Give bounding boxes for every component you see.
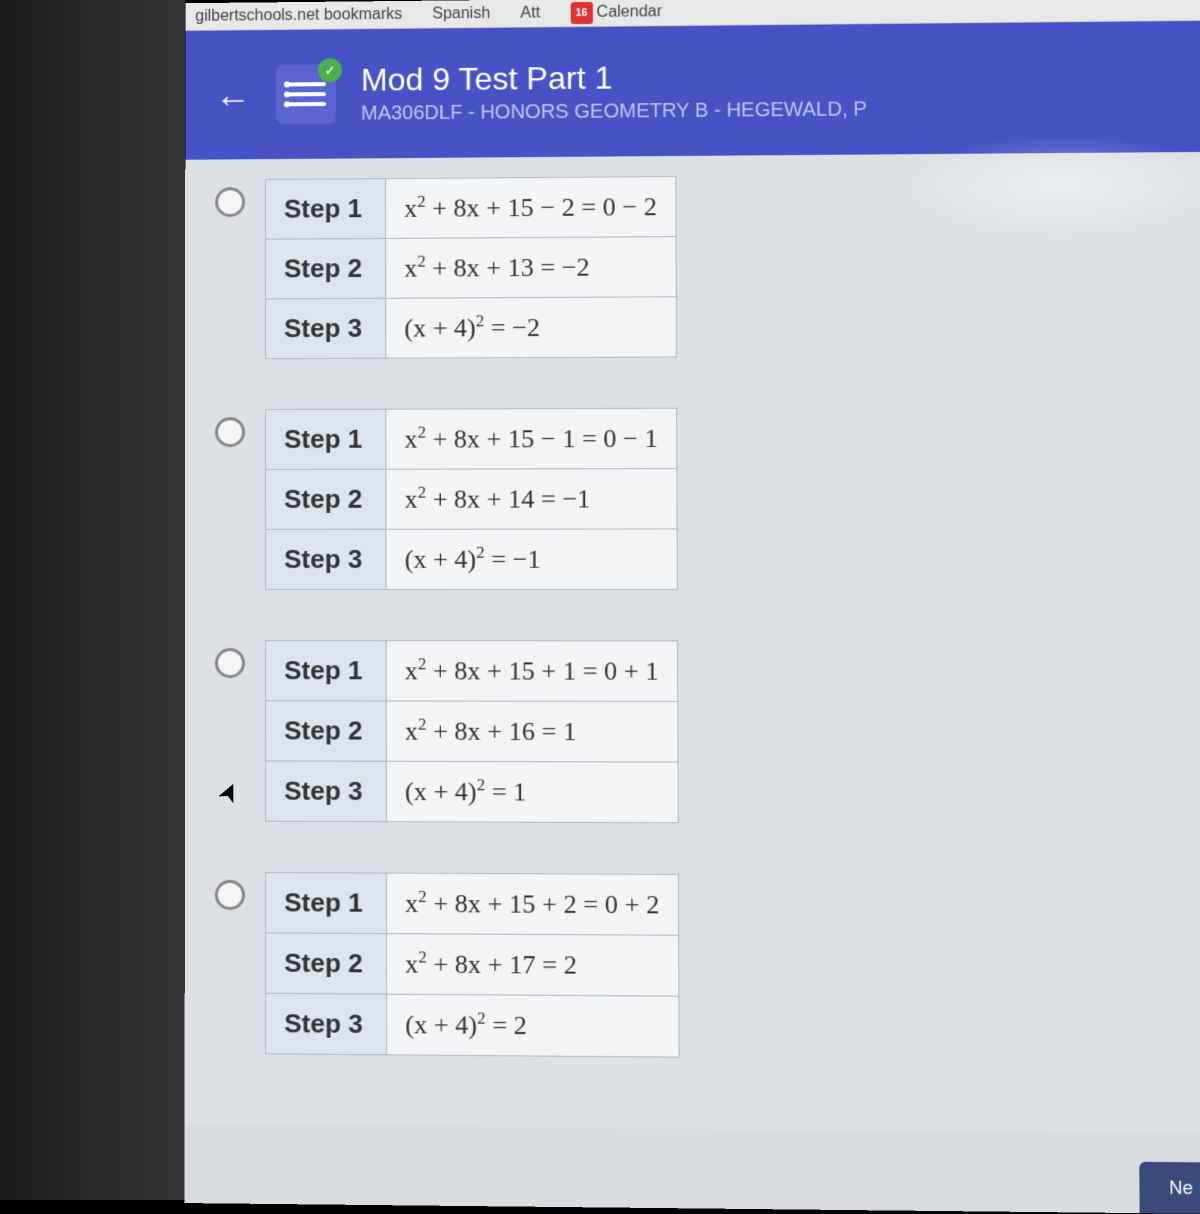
step-label: Step 3 bbox=[266, 993, 387, 1054]
monitor-bezel bbox=[0, 0, 185, 1200]
table-row: Step 1x2 + 8x + 15 − 1 = 0 − 1 bbox=[266, 408, 677, 469]
step-equation: x2 + 8x + 15 − 2 = 0 − 2 bbox=[386, 177, 676, 239]
radio-button[interactable] bbox=[215, 648, 245, 678]
calendar-date-icon: 16 bbox=[570, 1, 592, 23]
table-row: Step 3(x + 4)2 = −2 bbox=[266, 297, 677, 359]
answer-option[interactable]: Step 1x2 + 8x + 15 − 1 = 0 − 1Step 2x2 +… bbox=[215, 406, 1187, 590]
step-equation: (x + 4)2 = 2 bbox=[387, 994, 679, 1057]
question-options: Step 1x2 + 8x + 15 − 2 = 0 − 2Step 2x2 +… bbox=[185, 152, 1200, 1134]
table-row: Step 1x2 + 8x + 15 + 1 = 0 + 1 bbox=[266, 641, 678, 702]
table-row: Step 1x2 + 8x + 15 − 2 = 0 − 2 bbox=[266, 177, 676, 240]
page-header: ← Mod 9 Test Part 1 MA306DLF - HONORS GE… bbox=[185, 21, 1200, 160]
step-equation: x2 + 8x + 13 = −2 bbox=[386, 237, 676, 299]
table-row: Step 3(x + 4)2 = −1 bbox=[266, 529, 678, 590]
step-equation: x2 + 8x + 17 = 2 bbox=[386, 934, 678, 997]
steps-table: Step 1x2 + 8x + 15 − 1 = 0 − 1Step 2x2 +… bbox=[265, 408, 678, 590]
screen: gilbertschools.net bookmarks Spanish Att… bbox=[185, 0, 1200, 1214]
table-row: Step 1x2 + 8x + 15 + 2 = 0 + 2 bbox=[266, 872, 679, 935]
header-text: Mod 9 Test Part 1 MA306DLF - HONORS GEOM… bbox=[361, 57, 867, 125]
answer-option[interactable]: Step 1x2 + 8x + 15 + 2 = 0 + 2Step 2x2 +… bbox=[215, 872, 1191, 1062]
answer-option[interactable]: Step 1x2 + 8x + 15 + 1 = 0 + 1Step 2x2 +… bbox=[215, 640, 1189, 825]
calendar-link[interactable]: 16 Calendar bbox=[570, 1, 662, 24]
table-row: Step 3(x + 4)2 = 1 bbox=[266, 761, 678, 823]
step-equation: x2 + 8x + 15 − 1 = 0 − 1 bbox=[386, 408, 677, 469]
steps-table: Step 1x2 + 8x + 15 + 2 = 0 + 2Step 2x2 +… bbox=[265, 872, 679, 1058]
step-equation: x2 + 8x + 16 = 1 bbox=[386, 701, 678, 762]
step-label: Step 3 bbox=[266, 298, 386, 358]
table-row: Step 2x2 + 8x + 16 = 1 bbox=[266, 701, 678, 762]
answer-option[interactable]: Step 1x2 + 8x + 15 − 2 = 0 − 2Step 2x2 +… bbox=[215, 172, 1185, 359]
step-equation: x2 + 8x + 15 + 2 = 0 + 2 bbox=[386, 873, 678, 935]
step-equation: (x + 4)2 = −1 bbox=[386, 529, 677, 590]
assignment-complete-icon bbox=[276, 64, 336, 124]
step-label: Step 3 bbox=[266, 761, 387, 822]
step-equation: x2 + 8x + 14 = −1 bbox=[386, 469, 677, 530]
next-button[interactable]: Ne bbox=[1139, 1162, 1200, 1214]
step-label: Step 1 bbox=[266, 872, 387, 933]
step-label: Step 2 bbox=[266, 933, 387, 994]
steps-table: Step 1x2 + 8x + 15 − 2 = 0 − 2Step 2x2 +… bbox=[265, 176, 677, 359]
table-row: Step 2x2 + 8x + 14 = −1 bbox=[266, 469, 677, 530]
page-title: Mod 9 Test Part 1 bbox=[361, 57, 867, 99]
radio-button[interactable] bbox=[215, 417, 245, 447]
radio-button[interactable] bbox=[215, 187, 245, 217]
step-equation: (x + 4)2 = −2 bbox=[386, 297, 677, 358]
step-label: Step 1 bbox=[266, 179, 386, 240]
table-row: Step 2x2 + 8x + 13 = −2 bbox=[266, 237, 677, 299]
step-label: Step 1 bbox=[266, 641, 387, 701]
step-label: Step 2 bbox=[266, 469, 386, 529]
step-label: Step 1 bbox=[266, 409, 386, 469]
calendar-label: Calendar bbox=[597, 3, 663, 22]
att-link[interactable]: Att bbox=[520, 4, 540, 22]
step-label: Step 2 bbox=[266, 701, 387, 762]
step-equation: (x + 4)2 = 1 bbox=[386, 761, 678, 823]
steps-table: Step 1x2 + 8x + 15 + 1 = 0 + 1Step 2x2 +… bbox=[265, 640, 678, 823]
spanish-link[interactable]: Spanish bbox=[432, 5, 490, 23]
table-row: Step 3(x + 4)2 = 2 bbox=[266, 993, 679, 1057]
step-label: Step 2 bbox=[266, 238, 386, 298]
back-arrow-icon[interactable]: ← bbox=[215, 74, 251, 116]
step-label: Step 3 bbox=[266, 529, 387, 589]
bookmark-link[interactable]: gilbertschools.net bookmarks bbox=[195, 5, 402, 25]
radio-button[interactable] bbox=[215, 880, 245, 910]
step-equation: x2 + 8x + 15 + 1 = 0 + 1 bbox=[386, 641, 677, 702]
table-row: Step 2x2 + 8x + 17 = 2 bbox=[266, 933, 679, 996]
page-subtitle: MA306DLF - HONORS GEOMETRY B - HEGEWALD,… bbox=[361, 98, 867, 125]
